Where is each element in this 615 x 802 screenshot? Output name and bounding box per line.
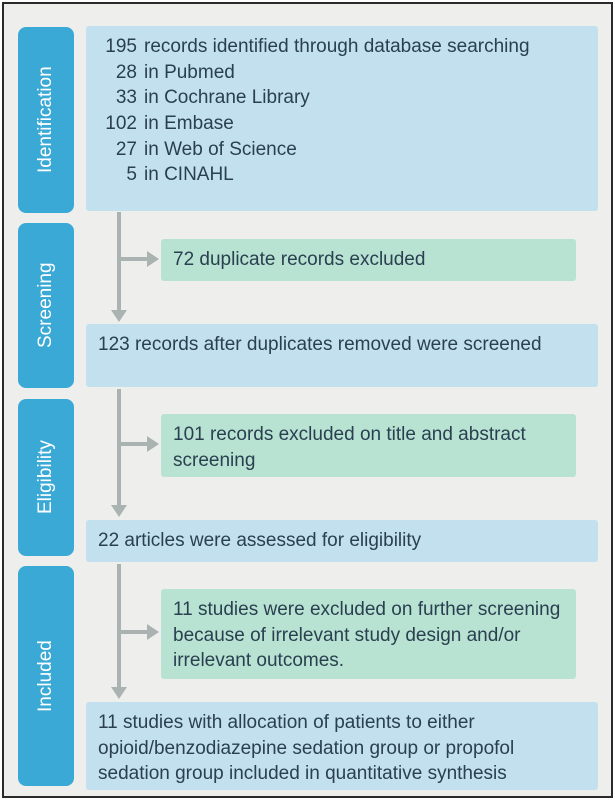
box-after-dup-screened: 123 records after duplicates removed wer…: [86, 324, 598, 387]
box-included-final: 11 studies with allocation of patients t…: [86, 702, 598, 790]
box-duplicates-excluded: 72 duplicate records excluded: [161, 239, 576, 281]
ident-total-text: records identified through database sear…: [144, 34, 586, 60]
stage-label-screening: Screening: [18, 223, 74, 388]
ident-source-n: 5: [98, 162, 144, 188]
ident-source-n: 33: [98, 85, 144, 111]
arrow-right-icon: [121, 630, 149, 634]
stage-label-included: Included: [18, 566, 74, 786]
box-assessed-eligibility: 22 articles were assessed for eligibilit…: [86, 520, 598, 562]
ident-source-txt: in CINAHL: [144, 162, 586, 188]
arrow-right-icon: [121, 257, 149, 261]
box-identification: 195 records identified through database …: [86, 26, 598, 211]
ident-source-txt: in Cochrane Library: [144, 85, 586, 111]
arrow-down-icon: [117, 212, 121, 312]
arrow-down-icon: [117, 389, 121, 507]
ident-source-n: 102: [98, 111, 144, 137]
ident-source-txt: in Pubmed: [144, 60, 586, 86]
ident-source-n: 28: [98, 60, 144, 86]
ident-total-n: 195: [98, 34, 144, 60]
identification-list: 195 records identified through database …: [98, 34, 586, 188]
stage-label-identification: Identification: [18, 27, 74, 213]
box-excluded-title-abstract: 101 records excluded on title and abstra…: [161, 414, 576, 477]
arrow-right-icon: [121, 442, 149, 446]
prisma-flowchart: Identification Screening Eligibility Inc…: [2, 2, 613, 798]
ident-source-txt: in Web of Science: [144, 137, 586, 163]
stage-label-eligibility: Eligibility: [18, 399, 74, 556]
ident-source-n: 27: [98, 137, 144, 163]
box-excluded-further-screening: 11 studies were excluded on further scre…: [161, 589, 576, 679]
arrow-down-icon: [117, 564, 121, 689]
ident-source-txt: in Embase: [144, 111, 586, 137]
